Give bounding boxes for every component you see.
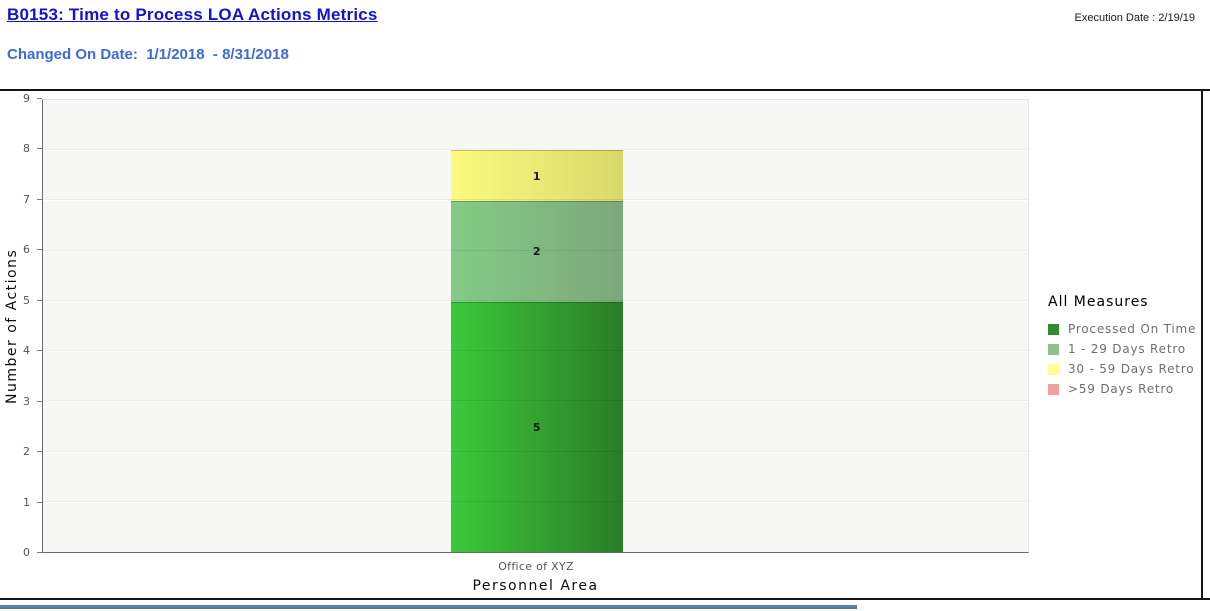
y-axis: 0 1 2 3 4 5 6 7 8 9 — [0, 93, 42, 559]
legend-label: 1 - 29 Days Retro — [1068, 342, 1186, 356]
bar-gridline — [451, 299, 623, 301]
y-tick-mark — [37, 451, 42, 453]
bar-gridline — [451, 450, 623, 452]
chart-frame-bottom-border — [0, 598, 1210, 600]
y-tick-mark — [37, 350, 42, 352]
y-tick-mark — [37, 198, 42, 200]
plot-area: 1 2 5 — [42, 99, 1029, 553]
execution-date: Execution Date : 2/19/19 — [1074, 12, 1195, 24]
legend-items: Processed On Time 1 - 29 Days Retro 30 - 5… — [1048, 319, 1204, 399]
chart-frame-right-border — [1201, 89, 1203, 600]
bar-gridline — [451, 249, 623, 251]
bar-segment-30-59-days-retro[interactable]: 1 — [451, 150, 623, 202]
bar-segment-1-29-days-retro[interactable]: 2 — [451, 201, 623, 302]
legend-swatch-icon — [1048, 343, 1059, 355]
changed-on-value: 1/1/2018 - 8/31/2018 — [146, 46, 289, 63]
y-tick-mark — [37, 249, 42, 251]
y-tick-mark — [37, 501, 42, 503]
y-tick-mark — [37, 148, 42, 150]
bar-gridline — [451, 400, 623, 402]
x-category-label: Office of XYZ — [498, 560, 574, 573]
y-tick-label: 5 — [23, 293, 30, 307]
legend-item[interactable]: 1 - 29 Days Retro — [1048, 339, 1204, 359]
legend-title: All Measures — [1048, 294, 1149, 310]
legend-swatch-icon — [1048, 363, 1059, 375]
bar-value-label: 1 — [532, 169, 542, 183]
legend-label: 30 - 59 Days Retro — [1068, 362, 1195, 376]
bar-gridline — [451, 500, 623, 502]
bar-segment-processed-on-time[interactable]: 5 — [451, 301, 623, 552]
bar-value-label: 5 — [532, 420, 542, 434]
legend-label: Processed On Time — [1068, 322, 1197, 336]
y-tick-mark — [37, 552, 42, 553]
bar-gridline — [451, 199, 623, 201]
legend-swatch-icon — [1048, 323, 1059, 335]
bar-gridline — [451, 350, 623, 352]
y-tick-label: 8 — [23, 142, 30, 156]
y-tick-mark — [37, 400, 42, 402]
y-tick-label: 2 — [23, 445, 30, 459]
legend-item[interactable]: Processed On Time — [1048, 319, 1204, 339]
stacked-bar[interactable]: 1 2 5 — [451, 150, 623, 552]
y-tick-mark — [37, 299, 42, 301]
horizontal-scrollbar[interactable] — [0, 605, 857, 609]
x-axis-title: Personnel Area — [472, 578, 599, 594]
changed-on-spacer — [138, 46, 146, 63]
bar-value-label: 2 — [532, 245, 542, 259]
legend: All Measures Processed On Time 1 - 29 Day… — [1048, 294, 1204, 399]
y-tick-label: 7 — [23, 192, 30, 206]
changed-on-date: Changed On Date: 1/1/2018 - 8/31/2018 — [7, 46, 289, 63]
legend-swatch-icon — [1048, 383, 1059, 395]
y-tick-label: 1 — [23, 495, 30, 509]
y-tick-label: 3 — [23, 394, 30, 408]
y-tick-label: 9 — [23, 92, 30, 105]
legend-item[interactable]: 30 - 59 Days Retro — [1048, 359, 1204, 379]
y-tick-label: 4 — [23, 344, 30, 358]
y-tick-label: 6 — [23, 243, 30, 257]
changed-on-label: Changed On Date: — [7, 46, 138, 63]
chart-frame-top-border — [0, 89, 1210, 91]
legend-label: >59 Days Retro — [1068, 382, 1174, 396]
report-title-link[interactable]: B0153: Time to Process LOA Actions Metri… — [7, 5, 378, 24]
y-tick-mark — [37, 98, 42, 99]
y-tick-label: 0 — [23, 546, 30, 559]
legend-item[interactable]: >59 Days Retro — [1048, 379, 1204, 399]
